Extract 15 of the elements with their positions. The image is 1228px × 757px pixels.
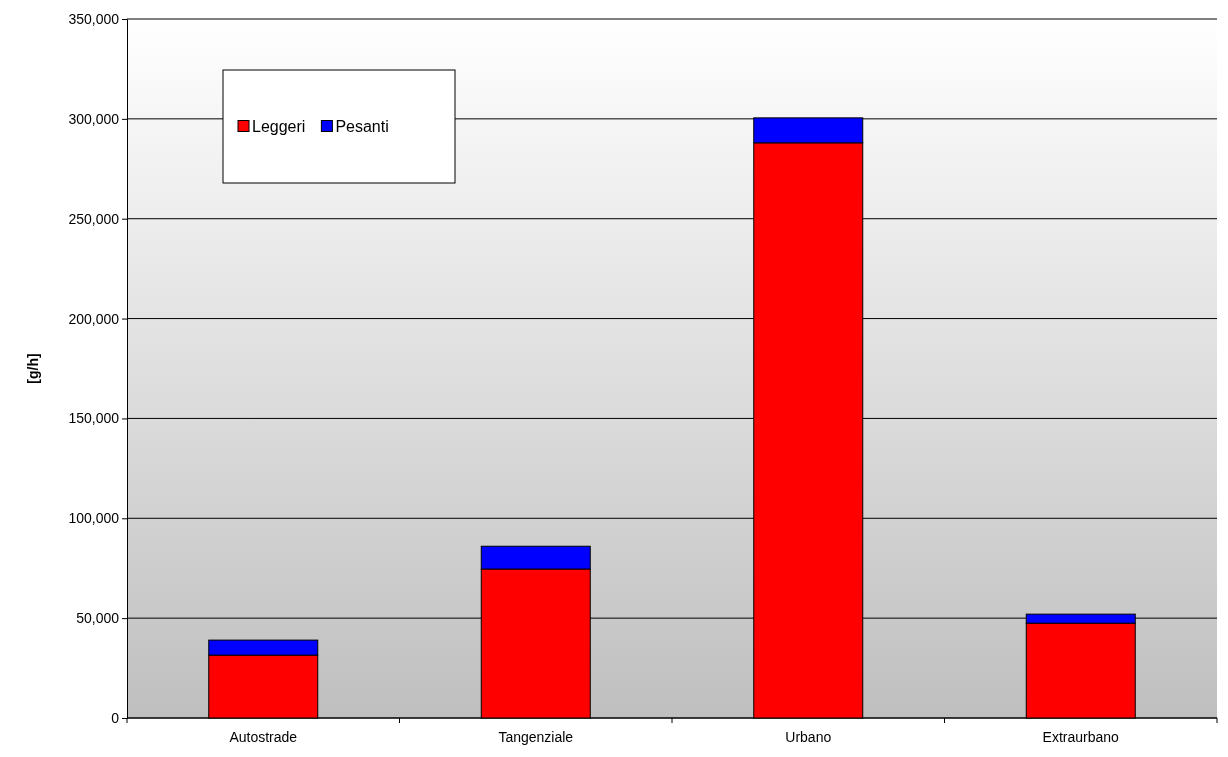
x-tick-label: Autostrade: [229, 728, 298, 745]
y-tick-label: 200,000: [68, 310, 120, 327]
x-tick-label: Urbano: [785, 728, 832, 745]
y-tick-label: 350,000: [68, 10, 120, 27]
y-tick-label: 300,000: [68, 110, 120, 127]
y-axis-title: [g/h]: [25, 353, 41, 384]
legend-label: Leggeri: [252, 117, 306, 135]
y-tick-label: 250,000: [68, 210, 120, 227]
x-tick-label: Extraurbano: [1042, 728, 1120, 745]
x-tick-label: Tangenziale: [498, 728, 574, 745]
legend-label: Pesanti: [335, 117, 389, 135]
y-tick-label: 0: [111, 709, 120, 726]
y-tick-label: 50,000: [76, 610, 120, 627]
y-tick-label: 150,000: [68, 410, 120, 427]
y-tick-label: 100,000: [68, 510, 120, 527]
